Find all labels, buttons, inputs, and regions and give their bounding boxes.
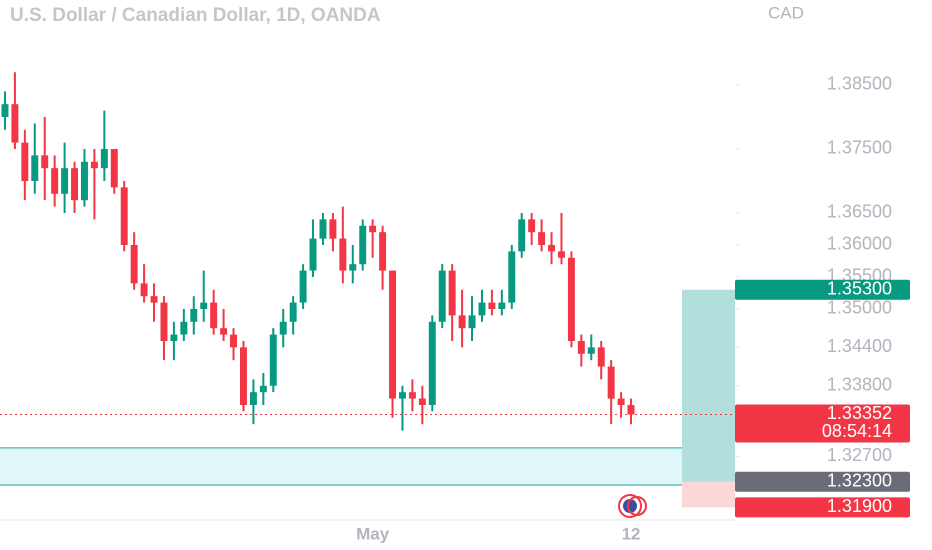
candle-body — [528, 219, 536, 233]
candle-body — [339, 238, 347, 271]
candle-body — [458, 315, 466, 329]
candle-body — [289, 302, 297, 322]
candle-body — [71, 168, 79, 201]
candle-body — [398, 392, 406, 399]
price-label-box — [735, 404, 910, 443]
event-icon[interactable] — [618, 494, 647, 518]
currency: CAD — [768, 3, 804, 22]
candle-body — [11, 104, 19, 143]
candle-body — [309, 238, 317, 271]
candle-body — [239, 347, 247, 405]
y-tick-label: 1.36000 — [827, 234, 892, 254]
y-tick-label: 1.36500 — [827, 202, 892, 222]
y-tick-label: 1.37500 — [827, 138, 892, 158]
y-tick-label: 1.32700 — [827, 445, 892, 465]
candle-body — [170, 334, 178, 341]
candle-body — [607, 366, 615, 399]
price-label: 1.33352 — [827, 403, 892, 423]
candle-body — [538, 232, 546, 245]
candle-body — [90, 161, 98, 169]
candle-body — [438, 270, 446, 322]
candle-body — [230, 334, 238, 348]
candle-body — [617, 398, 625, 405]
candle-body — [488, 302, 496, 309]
candle-body — [567, 257, 575, 341]
candle-body — [61, 168, 69, 194]
candle-body — [269, 334, 277, 386]
candle-body — [597, 347, 605, 367]
price-label: 1.32300 — [827, 471, 892, 491]
y-tick-label: 1.35000 — [827, 298, 892, 318]
candle-body — [220, 328, 228, 335]
y-tick-label: 1.38500 — [827, 74, 892, 94]
candle-body — [299, 270, 307, 303]
candle-body — [428, 321, 436, 405]
candle-body — [508, 251, 516, 303]
candle-body — [110, 148, 118, 188]
price-label-box — [735, 279, 910, 300]
candle-body — [587, 347, 595, 354]
candle-body — [160, 302, 168, 341]
candle-body — [408, 392, 416, 399]
countdown: 08:54:14 — [822, 421, 892, 441]
candle-body — [548, 244, 556, 252]
candle-body — [478, 302, 486, 316]
candle-body — [21, 142, 29, 181]
candle-body — [468, 315, 476, 329]
y-tick-label: 1.33800 — [827, 375, 892, 395]
candle-body — [41, 155, 49, 169]
candle-body — [359, 225, 367, 265]
candle-body — [150, 296, 158, 303]
candle-body — [518, 219, 526, 252]
y-tick-label: 1.34400 — [827, 336, 892, 356]
candle-body — [140, 283, 148, 297]
candle-body — [577, 340, 585, 354]
candle-body — [31, 155, 39, 181]
candle-body — [389, 270, 397, 399]
chart-title: U.S. Dollar / Canadian Dollar, 1D, OANDA — [10, 5, 381, 26]
candle-body — [379, 232, 387, 271]
candle-body — [120, 187, 128, 245]
candle-body — [80, 161, 88, 201]
candle-body — [319, 219, 327, 239]
candle-body — [210, 302, 218, 329]
candle-body — [190, 308, 198, 322]
candle-body — [329, 219, 337, 239]
candle-body — [498, 302, 506, 309]
candle-body — [418, 398, 426, 405]
candle-body — [1, 104, 9, 117]
candle-body — [448, 270, 456, 316]
x-tick-label: May — [356, 524, 390, 543]
candle-body — [259, 385, 267, 393]
price-label: 1.31900 — [827, 496, 892, 516]
candle-body — [557, 251, 565, 258]
candle-body — [130, 244, 138, 284]
price-label: 1.35300 — [827, 279, 892, 299]
candle-body — [100, 148, 108, 169]
price-label-box — [735, 497, 910, 518]
zone — [682, 481, 735, 508]
candle-body — [180, 321, 188, 335]
x-tick-label: 12 — [622, 524, 641, 543]
candle-body — [349, 264, 357, 271]
candle-body — [51, 168, 59, 194]
zone — [682, 289, 735, 482]
candle-body — [279, 321, 287, 335]
candle-body — [249, 392, 257, 405]
price-label-box — [735, 471, 910, 492]
candle-body — [369, 225, 377, 233]
candle-body — [200, 302, 208, 309]
zone — [0, 447, 735, 485]
candle-body — [627, 404, 635, 415]
